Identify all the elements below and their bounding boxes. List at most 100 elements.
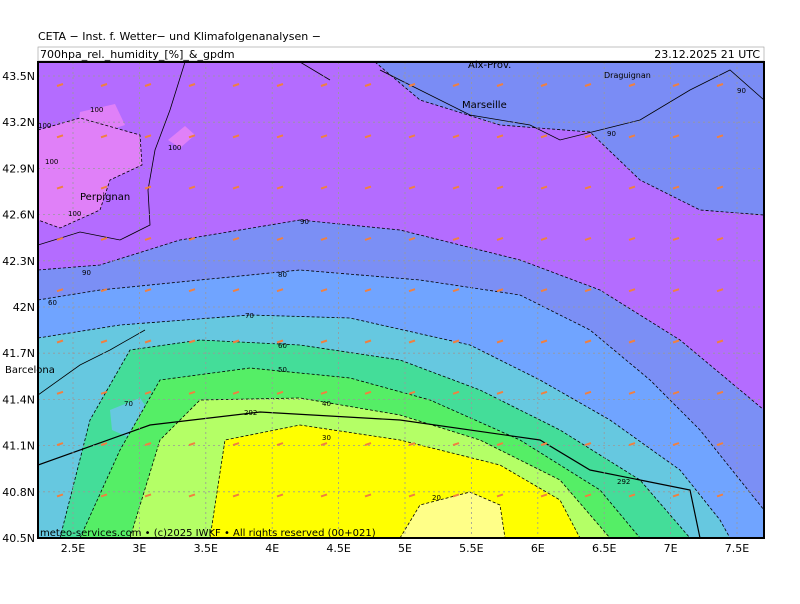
datetime: 23.12.2025 21 UTC <box>654 48 760 61</box>
map-labels: 2.5E 3E 3.5E 4E 4.5E 5E 5.5E 6E 6.5E 7E 7.5E 43.5N 4… <box>2 60 749 555</box>
wind-marker <box>144 83 152 87</box>
x-tick-label: 6E <box>531 542 545 555</box>
wind-marker <box>364 236 372 241</box>
wind-marker <box>452 390 460 395</box>
wind-marker <box>672 185 680 190</box>
wind-marker <box>232 185 240 190</box>
y-tick-label: 40.5N <box>2 532 35 545</box>
wind-marker <box>56 134 64 139</box>
wind-marker <box>188 236 196 241</box>
x-tick-label: 2.5E <box>61 542 85 555</box>
place-name: Perpignan <box>80 192 130 203</box>
wind-marker <box>540 339 548 344</box>
place-name: Marseille <box>462 100 507 111</box>
wind-marker <box>188 442 196 447</box>
contour-label: 100 <box>68 210 81 218</box>
contour-label: 100 <box>90 106 103 114</box>
wind-marker <box>100 83 108 87</box>
wind-marker <box>232 493 240 498</box>
wind-marker <box>100 493 108 498</box>
wind-marker <box>364 442 372 447</box>
wind-marker <box>232 236 240 241</box>
y-tick-label: 41.7N <box>2 347 35 360</box>
coastline <box>38 62 764 396</box>
wind-marker <box>100 442 108 447</box>
place-name: Aix-Prov. <box>468 60 511 71</box>
wind-marker <box>320 339 328 344</box>
wind-marker <box>584 339 592 344</box>
wind-marker <box>672 390 680 395</box>
wind-marker <box>144 442 152 447</box>
wind-marker <box>716 288 724 293</box>
wind-marker <box>540 236 548 241</box>
wind-marker <box>276 390 284 395</box>
wind-marker <box>56 288 64 293</box>
wind-marker <box>584 83 592 87</box>
contour-label: 90 <box>300 218 309 226</box>
wind-marker <box>496 288 504 293</box>
x-tick-label: 4.5E <box>326 542 350 555</box>
wind-marker <box>452 83 460 87</box>
wind-marker <box>276 185 284 190</box>
x-tick-label: 7E <box>664 542 678 555</box>
wind-marker <box>100 185 108 190</box>
place-name: Draguignan <box>604 71 651 80</box>
y-tick-label: 40.8N <box>2 486 35 499</box>
wind-marker <box>496 390 504 395</box>
x-tick-label: 4E <box>265 542 279 555</box>
wind-marker <box>232 442 240 447</box>
contour-label: 50 <box>278 366 287 374</box>
wind-marker <box>364 134 372 139</box>
wind-marker <box>716 390 724 395</box>
contour-label: 70 <box>245 312 254 320</box>
wind-marker <box>496 83 504 87</box>
wind-marker <box>56 493 64 498</box>
title: CETA − Inst. f. Wetter− und Klimafolgena… <box>38 30 321 43</box>
wind-marker <box>672 236 680 241</box>
wind-marker <box>408 134 416 139</box>
wind-marker <box>320 288 328 293</box>
wind-marker <box>320 236 328 241</box>
contour-label: 20 <box>432 494 441 502</box>
wind-marker <box>672 83 680 87</box>
wind-marker <box>452 442 460 447</box>
wind-marker <box>320 83 328 87</box>
wind-marker <box>408 493 416 498</box>
wind-marker <box>364 288 372 293</box>
wind-marker <box>188 185 196 190</box>
wind-marker <box>672 339 680 344</box>
place-name: Barcelona <box>5 365 55 376</box>
wind-marker <box>56 236 64 241</box>
wind-marker <box>540 134 548 139</box>
y-tick-label: 42.3N <box>2 255 35 268</box>
wind-marker <box>584 442 592 447</box>
wind-marker <box>364 83 372 87</box>
wind-marker <box>496 134 504 139</box>
x-tick-label: 3E <box>132 542 146 555</box>
wind-marker <box>56 185 64 190</box>
wind-marker <box>628 339 636 344</box>
wind-marker <box>452 236 460 241</box>
wind-marker <box>716 185 724 190</box>
contour-label: 90 <box>607 130 616 138</box>
contour-label: 100 <box>168 144 181 152</box>
map-frame <box>37 61 765 539</box>
humidity-100 <box>168 126 195 148</box>
wind-marker <box>56 83 64 87</box>
wind-marker <box>452 339 460 344</box>
y-tick-label: 42.9N <box>2 162 35 175</box>
x-tick-label: 5.5E <box>459 542 483 555</box>
contour-label: 90 <box>737 87 746 95</box>
grid <box>38 62 764 538</box>
wind-marker <box>540 83 548 87</box>
wind-marker <box>496 442 504 447</box>
wind-marker <box>540 493 548 498</box>
wind-marker <box>276 134 284 139</box>
contour-label: 70 <box>124 400 133 408</box>
wind-marker <box>452 134 460 139</box>
wind-marker <box>276 288 284 293</box>
wind-marker <box>188 493 196 498</box>
wind-marker <box>584 185 592 190</box>
wind-marker <box>276 83 284 87</box>
